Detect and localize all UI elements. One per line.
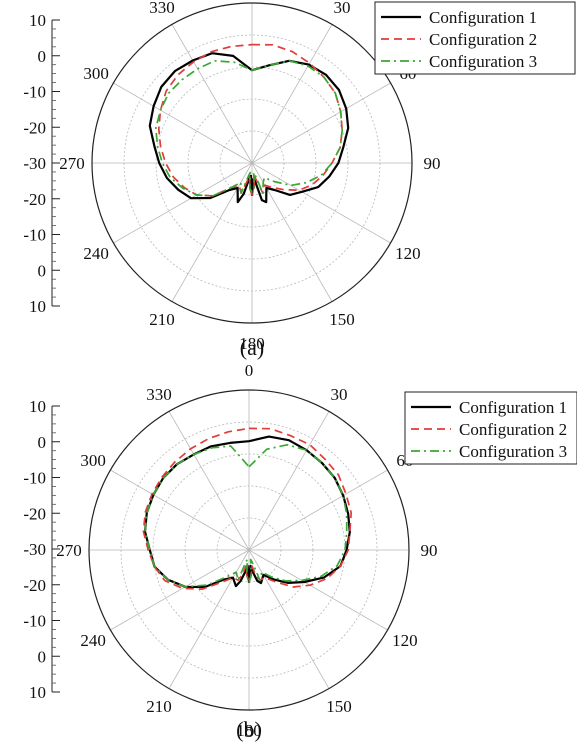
angle-label: 180 [236, 721, 262, 740]
angle-label: 30 [331, 385, 348, 404]
angle-label: 210 [146, 697, 172, 716]
grid-spoke [251, 162, 391, 244]
angle-label: 120 [395, 244, 421, 263]
angle-label: 300 [80, 451, 106, 470]
legend-label-1: Configuration 1 [459, 398, 567, 417]
radial-tick-label: -20 [23, 504, 46, 523]
legend-label-3: Configuration 3 [429, 52, 537, 71]
angle-label: 150 [326, 697, 352, 716]
angle-label: 150 [329, 310, 355, 329]
angle-label: 210 [149, 310, 175, 329]
radial-tick-label: 10 [29, 397, 46, 416]
angle-label: 270 [59, 154, 85, 173]
legend-box [374, 1, 576, 75]
subfigure-caption: (a) [240, 335, 264, 360]
angle-label: 180 [239, 334, 265, 353]
grid-spoke [248, 549, 330, 689]
subfigure-caption: (b) [236, 717, 262, 742]
outer-circle [88, 389, 410, 711]
angle-label: 90 [421, 541, 438, 560]
grid-spoke [248, 549, 388, 631]
legend: Configuration 1 Configuration 2 Configurat… [404, 391, 577, 465]
radial-tick-label: 0 [38, 433, 47, 452]
radial-tick-label: 10 [29, 683, 46, 702]
outer-circle [91, 2, 413, 324]
radial-tick-label: 0 [38, 647, 47, 666]
polar-grid [89, 390, 409, 710]
grid-spoke [168, 549, 250, 689]
series-line-3 [154, 59, 344, 197]
angle-label: 30 [334, 0, 351, 17]
grid-spoke [248, 469, 388, 551]
angle-label: 240 [83, 244, 109, 263]
radial-tick-label: 10 [29, 11, 46, 30]
radial-tick-label: -20 [23, 118, 46, 137]
angle-label: 0 [245, 361, 254, 380]
legend-box [404, 391, 577, 465]
angle-label: 270 [56, 541, 82, 560]
grid-spoke [248, 411, 330, 551]
legend-label-2: Configuration 2 [459, 420, 567, 439]
angle-label: 240 [80, 631, 106, 650]
radial-tick-label: -10 [23, 83, 46, 102]
polar-chart-a: 0306090120150180210240270300330100-10-20… [23, 0, 576, 360]
grid-spoke [113, 162, 253, 244]
grid-spoke [110, 469, 250, 551]
series-line-2 [142, 427, 353, 590]
radial-tick-label: -10 [23, 612, 46, 631]
angle-label: 330 [149, 0, 175, 17]
radial-tick-label: -10 [23, 226, 46, 245]
grid-spoke [251, 82, 391, 164]
radial-tick-label: 0 [38, 261, 47, 280]
radial-tick-label: -10 [23, 469, 46, 488]
angle-label: 330 [146, 385, 172, 404]
radial-tick-label: -30 [23, 154, 46, 173]
grid-spoke [171, 162, 253, 302]
legend: Configuration 1 Configuration 2 Configurat… [374, 1, 576, 75]
radial-tick-label: -30 [23, 540, 46, 559]
radial-tick-label: 0 [38, 47, 47, 66]
legend-label-2: Configuration 2 [429, 30, 537, 49]
grid-spoke [113, 82, 253, 164]
radial-axis: 10 0 -10 -20 -30 -20 -10 0 10 [23, 397, 60, 702]
radial-tick-label: 10 [29, 297, 46, 316]
legend-label-1: Configuration 1 [429, 8, 537, 27]
grid-spoke [251, 24, 333, 164]
legend-label-3: Configuration 3 [459, 442, 567, 461]
grid-spoke [110, 549, 250, 631]
grid-spoke [168, 411, 250, 551]
radial-axis: 10 0 -10 -20 -30 -20 -10 0 10 [23, 11, 60, 316]
angle-label: 300 [83, 64, 109, 83]
grid-spoke [171, 24, 253, 164]
polar-chart-b: 0306090120150180210240270300330100-10-20… [23, 361, 577, 742]
angle-label: 120 [392, 631, 418, 650]
series-line-3 [144, 443, 348, 588]
radial-tick-label: -20 [23, 576, 46, 595]
radial-tick-label: -20 [23, 190, 46, 209]
polar-grid [92, 3, 412, 323]
angle-label: 90 [424, 154, 441, 173]
